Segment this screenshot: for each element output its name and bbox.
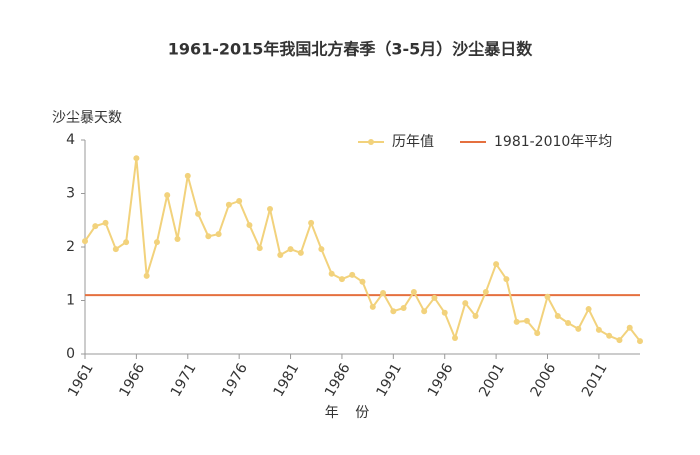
data-point [153,239,160,246]
data-point [410,288,417,295]
x-tick-label: 2006 [528,361,560,400]
data-point [554,313,561,320]
y-tick-label: 4 [66,132,75,148]
x-tick-label: 1996 [425,361,457,400]
x-tick-label: 1986 [322,361,354,400]
data-point [256,245,263,252]
data-point [184,172,191,179]
data-point [482,288,489,295]
x-tick-label: 1971 [168,361,200,400]
x-tick-label: 1991 [373,361,405,400]
y-axis-label: 沙尘暴天数 [52,110,122,126]
data-point [585,306,592,313]
x-axis-label: 年 份 [325,405,375,421]
data-point [164,192,171,199]
data-point [452,334,458,341]
data-point [626,324,633,331]
y-tick-label: 0 [66,346,75,362]
data-point [102,219,109,226]
data-point [575,325,582,332]
data-point [133,155,140,162]
data-point [143,272,150,279]
x-tick-label: 1976 [219,361,251,400]
data-point [369,303,376,310]
data-point [195,210,202,217]
data-point [503,276,510,283]
data-point [534,330,541,337]
data-point [431,294,438,301]
data-point [380,290,387,297]
data-point [637,338,643,345]
data-point [287,246,294,253]
data-point [328,270,335,277]
data-point [123,239,130,246]
x-tick-label: 1966 [116,361,148,400]
x-tick-label: 2011 [579,361,611,400]
legend-label: 1981-2010年平均 [494,134,612,150]
data-point [523,317,530,324]
data-point [225,201,232,208]
data-point [462,300,469,307]
data-point [236,197,243,204]
x-tick-label: 1961 [65,361,97,400]
x-tick-label: 1981 [271,361,303,400]
data-point [493,261,500,268]
data-point [565,319,572,326]
data-point [349,271,356,278]
data-point [215,231,222,238]
data-point [421,308,428,315]
data-point [390,308,397,315]
y-tick-label: 3 [66,186,75,202]
data-point [308,219,315,226]
data-point [318,246,325,253]
data-point [205,233,212,240]
data-point [616,337,623,344]
data-point [82,238,88,245]
data-point [277,252,284,259]
data-point [400,304,407,311]
data-point [595,326,602,333]
data-point [267,206,273,213]
data-point [246,222,253,229]
data-point [338,276,345,283]
data-point [513,318,520,325]
legend-label: 历年值 [392,134,434,150]
data-point [606,332,613,339]
data-point [359,278,366,285]
data-point [472,313,479,320]
data-point [174,235,181,242]
y-tick-label: 2 [66,239,75,255]
data-point [297,249,304,256]
legend-marker [368,139,374,145]
data-point [112,246,119,253]
y-tick-label: 1 [66,293,75,309]
data-point [441,309,448,316]
x-tick-label: 2001 [476,361,508,400]
data-point [544,293,551,300]
data-point [92,223,99,230]
chart-title: 1961-2015年我国北方春季（3-5月）沙尘暴日数 [168,40,534,59]
